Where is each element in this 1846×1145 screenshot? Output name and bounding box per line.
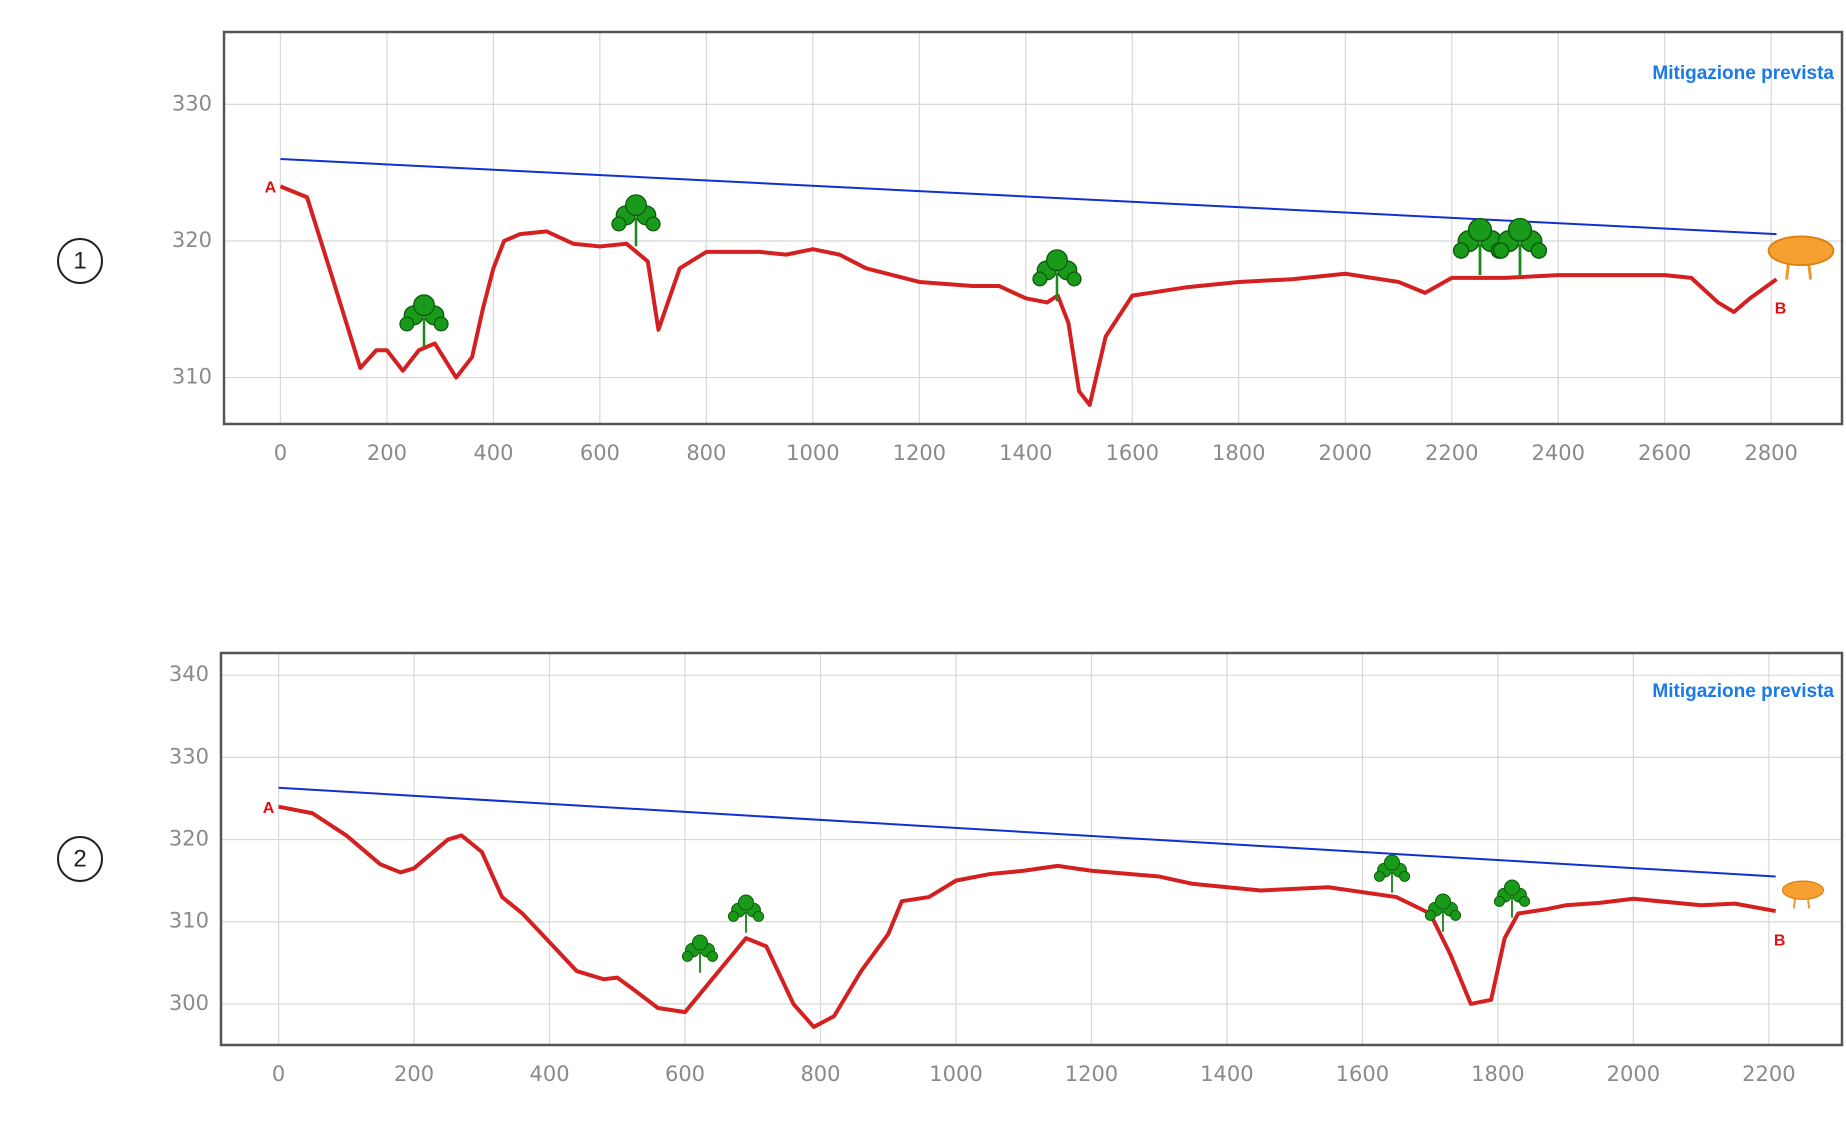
x-tick-label: 1800	[1471, 1062, 1524, 1086]
x-tick-label: 1200	[893, 441, 946, 465]
x-tick-label: 2200	[1425, 441, 1478, 465]
tree-icon	[610, 193, 662, 248]
x-tick-label: 1600	[1106, 441, 1159, 465]
x-tick-label: 600	[665, 1062, 705, 1086]
x-tick-label: 0	[272, 1062, 285, 1086]
x-tick-label: 1400	[1200, 1062, 1253, 1086]
start-label: A	[263, 800, 275, 817]
annotation: Mitigazione prevista	[1652, 681, 1834, 702]
tree-icon	[1373, 854, 1411, 894]
end-label: B	[1774, 932, 1786, 949]
x-tick-label: 2200	[1742, 1062, 1795, 1086]
terrain-profile	[279, 184, 1778, 407]
x-tick-label: 2000	[1607, 1062, 1660, 1086]
shrub-icon	[1767, 234, 1835, 282]
y-tick-label: 310	[172, 365, 212, 389]
x-tick-label: 200	[394, 1062, 434, 1086]
y-tick-label: 340	[169, 662, 209, 686]
y-tick-label: 320	[172, 228, 212, 252]
x-tick-label: 2600	[1638, 441, 1691, 465]
tree-icon	[398, 293, 450, 348]
sight-line	[280, 158, 1777, 236]
tree-icon	[1424, 893, 1462, 933]
x-tick-label: 2400	[1531, 441, 1584, 465]
x-tick-label: 200	[367, 441, 407, 465]
sight-line	[278, 786, 1776, 878]
end-label: B	[1775, 300, 1787, 317]
tree-icon	[1492, 217, 1548, 277]
x-tick-label: 400	[529, 1062, 569, 1086]
x-tick-label: 0	[274, 441, 287, 465]
panel-badge	[57, 836, 103, 882]
tree-icon	[681, 934, 719, 974]
x-tick-label: 400	[473, 441, 513, 465]
x-tick-label: 2000	[1319, 441, 1372, 465]
x-tick-label: 800	[800, 1062, 840, 1086]
shrub-icon	[1781, 880, 1825, 910]
annotation: Mitigazione prevista	[1652, 63, 1834, 84]
y-tick-label: 330	[172, 91, 212, 115]
plot-frame	[222, 30, 1844, 426]
x-tick-label: 1600	[1336, 1062, 1389, 1086]
x-tick-label: 1000	[929, 1062, 982, 1086]
tree-icon	[727, 894, 765, 934]
x-tick-label: 1400	[999, 441, 1052, 465]
x-tick-label: 1800	[1212, 441, 1265, 465]
start-label: A	[265, 180, 277, 197]
y-tick-label: 310	[169, 909, 209, 933]
y-tick-label: 330	[169, 744, 209, 768]
panel-badge	[57, 238, 103, 284]
tree-icon	[1031, 248, 1083, 303]
x-tick-label: 1000	[786, 441, 839, 465]
x-tick-label: 1200	[1065, 1062, 1118, 1086]
y-tick-label: 300	[169, 991, 209, 1015]
panel-label: 2	[73, 845, 86, 872]
panel-label: 1	[73, 247, 86, 274]
terrain-profile	[278, 804, 1776, 1029]
x-tick-label: 800	[686, 441, 726, 465]
y-tick-label: 320	[169, 827, 209, 851]
x-tick-label: 600	[580, 441, 620, 465]
plot-frame	[219, 651, 1844, 1047]
x-tick-label: 2800	[1744, 441, 1797, 465]
